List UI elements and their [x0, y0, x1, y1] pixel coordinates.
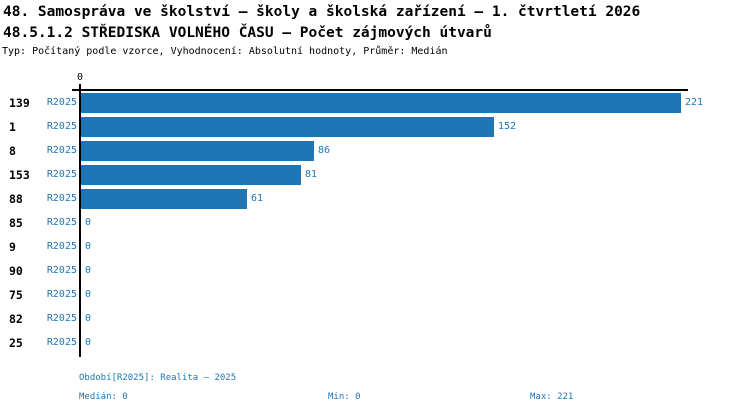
row-category-label: 82	[9, 312, 23, 326]
row-category-label: 153	[9, 168, 30, 182]
row-value-label: 61	[251, 193, 264, 204]
bar	[81, 141, 314, 161]
row-series-label: R2025	[46, 289, 77, 300]
chart-row: 153 R2025 81	[0, 165, 750, 185]
row-series-label: R2025	[46, 145, 77, 156]
bar	[81, 93, 681, 113]
row-series-label: R2025	[46, 217, 77, 228]
row-value-label: 0	[85, 241, 92, 252]
row-value-label: 152	[498, 121, 517, 132]
footer-period-label: Období[R2025]: Realita – 2025	[79, 373, 237, 383]
axis-top-line	[72, 89, 688, 91]
row-series-label: R2025	[46, 169, 77, 180]
chart-row: 75 R2025 0	[0, 285, 750, 305]
chart-row: 139 R2025 221	[0, 93, 750, 113]
row-series-label: R2025	[46, 313, 77, 324]
page-title-line1: 48. Samospráva ve školství – školy a ško…	[3, 4, 641, 20]
row-series-label: R2025	[46, 241, 77, 252]
footer-max-label: Max: 221	[530, 392, 574, 402]
chart-row: 90 R2025 0	[0, 261, 750, 281]
row-series-label: R2025	[46, 265, 77, 276]
row-value-label: 0	[85, 289, 92, 300]
chart-subtitle: Typ: Počítaný podle vzorce, Vyhodnocení:…	[2, 46, 448, 57]
row-series-label: R2025	[46, 97, 77, 108]
row-category-label: 90	[9, 264, 23, 278]
chart-row: 8 R2025 86	[0, 141, 750, 161]
bar	[81, 189, 247, 209]
row-category-label: 1	[9, 120, 16, 134]
axis-zero-tick-label: 0	[76, 72, 84, 83]
row-category-label: 75	[9, 288, 23, 302]
row-series-label: R2025	[46, 121, 77, 132]
chart-row: 25 R2025 0	[0, 333, 750, 353]
row-value-label: 86	[318, 145, 331, 156]
chart-row: 9 R2025 0	[0, 237, 750, 257]
row-category-label: 88	[9, 192, 23, 206]
axis-vertical-line	[79, 84, 81, 357]
bar	[81, 165, 301, 185]
footer-min-label: Min: 0	[328, 392, 361, 402]
row-category-label: 85	[9, 216, 23, 230]
row-value-label: 0	[85, 217, 92, 228]
row-category-label: 8	[9, 144, 16, 158]
row-value-label: 0	[85, 337, 92, 348]
chart-row: 1 R2025 152	[0, 117, 750, 137]
row-series-label: R2025	[46, 337, 77, 348]
chart-row: 82 R2025 0	[0, 309, 750, 329]
row-category-label: 139	[9, 96, 30, 110]
row-value-label: 0	[85, 313, 92, 324]
chart-row: 85 R2025 0	[0, 213, 750, 233]
row-value-label: 0	[85, 265, 92, 276]
row-value-label: 221	[685, 97, 704, 108]
page-title-line2: 48.5.1.2 STŘEDISKA VOLNÉHO ČASU – Počet …	[3, 25, 492, 41]
bar	[81, 117, 494, 137]
row-category-label: 9	[9, 240, 16, 254]
footer-median-label: Medián: 0	[79, 392, 128, 402]
chart-row: 88 R2025 61	[0, 189, 750, 209]
row-category-label: 25	[9, 336, 23, 350]
row-series-label: R2025	[46, 193, 77, 204]
row-value-label: 81	[305, 169, 318, 180]
